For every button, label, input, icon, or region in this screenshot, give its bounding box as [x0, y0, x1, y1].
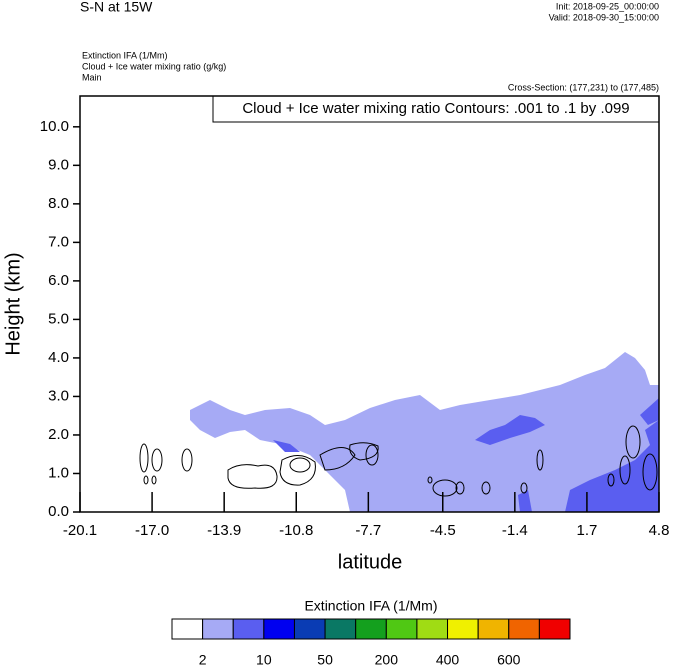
field-label: Cloud + Ice water mixing ratio (g/kg) [82, 61, 226, 71]
y-tick-label: 3.0 [48, 387, 69, 404]
colorbar-box [293, 618, 326, 640]
cross-section: Cross-Section: (177,231) to (177,485) [508, 82, 659, 92]
colorbar-box [355, 618, 387, 640]
x-tick-label: -4.5 [430, 522, 456, 539]
init-time: Init: 2018-09-25_00:00:00 [556, 1, 659, 11]
x-axis-title: latitude [338, 551, 403, 573]
y-tick-label: 9.0 [48, 156, 69, 173]
colorbar-label: 10 [256, 652, 272, 668]
valid-time: Valid: 2018-09-30_15:00:00 [549, 12, 659, 22]
colorbar-box [263, 618, 295, 640]
colorbar-label: 50 [317, 652, 333, 668]
x-tick-label: -20.1 [63, 522, 97, 539]
colorbar-box [416, 618, 449, 640]
colorbar-box [385, 618, 418, 640]
field-label: Extinction IFA (1/Mm) [82, 50, 168, 60]
y-tick-label: 2.0 [48, 426, 69, 443]
shading [190, 352, 659, 512]
x-tick-label: 1.7 [576, 522, 597, 539]
contours [139, 425, 658, 497]
colorbar-box [538, 618, 571, 640]
colorbar-label: 200 [375, 652, 399, 668]
y-tick-label: 7.0 [48, 233, 69, 250]
colorbar-box [508, 618, 540, 640]
x-tick-label: -10.8 [279, 522, 313, 539]
colorbar-title: Extinction IFA (1/Mm) [304, 598, 437, 614]
y-tick-label: 10.0 [40, 118, 69, 135]
y-tick-label: 6.0 [48, 272, 69, 289]
y-tick-label: 0.0 [48, 503, 69, 520]
y-tick-label: 1.0 [48, 464, 69, 481]
y-tick-label: 8.0 [48, 195, 69, 212]
colorbar-box [202, 618, 234, 640]
x-tick-label: 4.8 [649, 522, 670, 539]
colorbar-box [477, 618, 510, 640]
colorbar-label: 400 [436, 652, 460, 668]
colorbar-box [447, 618, 479, 640]
colorbar-box [324, 618, 357, 640]
x-tick-label: -13.9 [207, 522, 241, 539]
y-axis-title: Height (km) [2, 252, 24, 355]
plot-frame [79, 95, 660, 513]
colorbar-label: 600 [497, 652, 521, 668]
x-tick-label: -17.0 [135, 522, 169, 539]
chart-title: S-N at 15W [80, 0, 153, 15]
colorbar-label: 2 [199, 652, 207, 668]
x-tick-label: -1.4 [502, 522, 528, 539]
y-tick-label: 4.0 [48, 349, 69, 366]
colorbar-box [171, 618, 204, 640]
colorbar-box [232, 618, 265, 640]
contour-note: Cloud + Ice water mixing ratio Contours:… [242, 100, 629, 117]
x-tick-label: -7.7 [355, 522, 381, 539]
contour-note-box [212, 95, 660, 123]
y-tick-label: 5.0 [48, 310, 69, 327]
field-label: Main [82, 72, 102, 82]
